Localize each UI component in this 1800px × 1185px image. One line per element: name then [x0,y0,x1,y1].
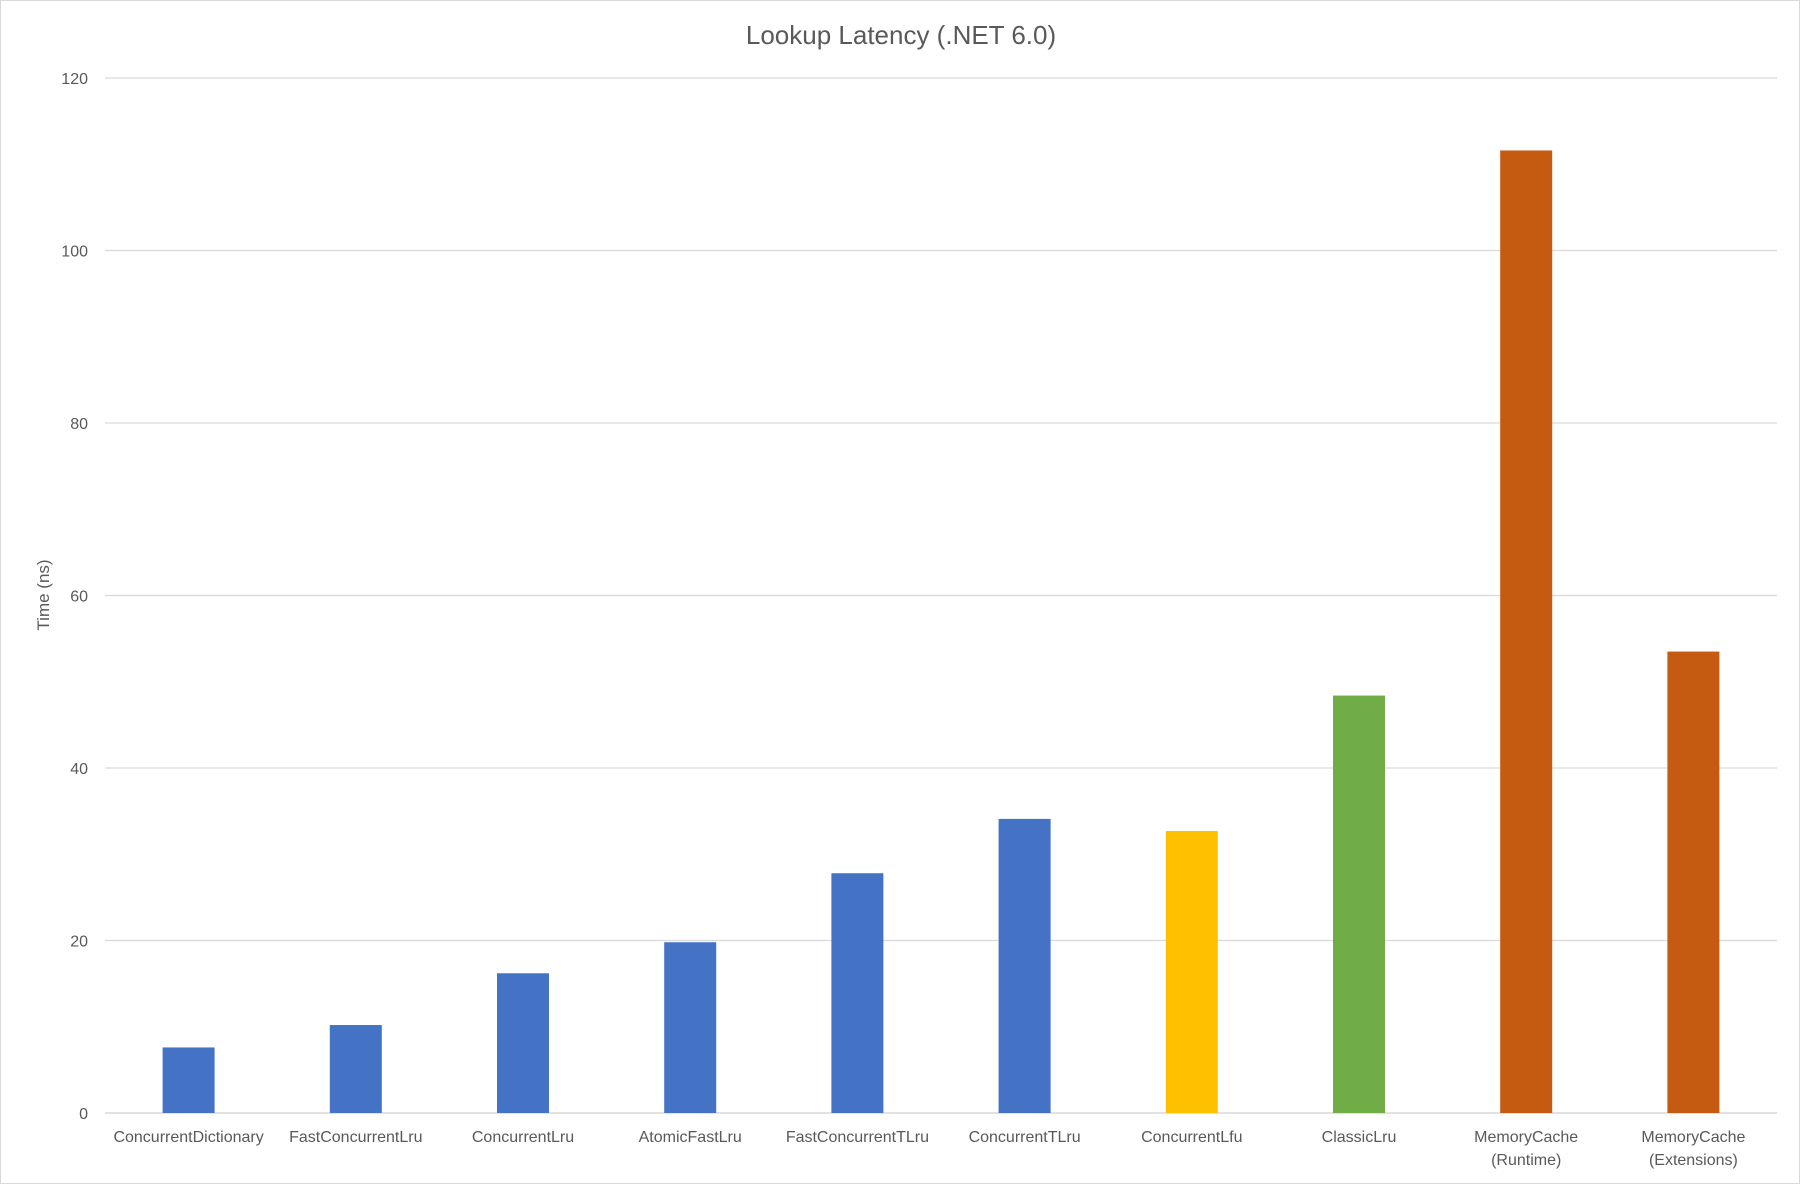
x-category-label: ConcurrentTLru [969,1129,1081,1146]
bar [1333,695,1385,1113]
x-category-label: AtomicFastLru [639,1129,742,1146]
x-category-label: ConcurrentDictionary [113,1129,263,1146]
bars [162,150,1720,1113]
y-axis-title: Time (ns) [34,559,53,630]
y-tick-label: 80 [70,416,88,433]
bar [1165,830,1218,1113]
bar [329,1025,382,1113]
bar [831,873,884,1113]
x-category-label: ConcurrentLfu [1141,1129,1242,1146]
bar [1667,651,1720,1113]
x-category-label: MemoryCache (Runtime) [1474,1129,1578,1169]
bar [162,1047,215,1113]
y-tick-label: 60 [70,589,88,606]
y-tick-label: 40 [70,761,88,778]
bar [998,818,1051,1113]
x-category-label: ClassicLru [1322,1129,1397,1146]
y-tick-label: 0 [79,1106,88,1123]
y-tick-label: 100 [61,244,88,261]
x-category-label: MemoryCache (Extensions) [1641,1129,1745,1169]
x-category-label: FastConcurrentLru [289,1129,422,1146]
bar [1500,150,1553,1113]
y-axis-ticks: 0 20 40 60 80 100 120 [61,71,88,1123]
y-tick-label: 120 [61,71,88,88]
x-category-label: FastConcurrentTLru [786,1129,929,1146]
gridlines [105,77,1777,1114]
x-category-label: ConcurrentLru [472,1129,574,1146]
bar [664,942,717,1113]
bar [497,973,549,1113]
chart-title: Lookup Latency (.NET 6.0) [746,20,1056,50]
x-axis-labels: ConcurrentDictionary FastConcurrentLru Con… [113,1129,1745,1169]
y-tick-label: 20 [70,934,88,951]
